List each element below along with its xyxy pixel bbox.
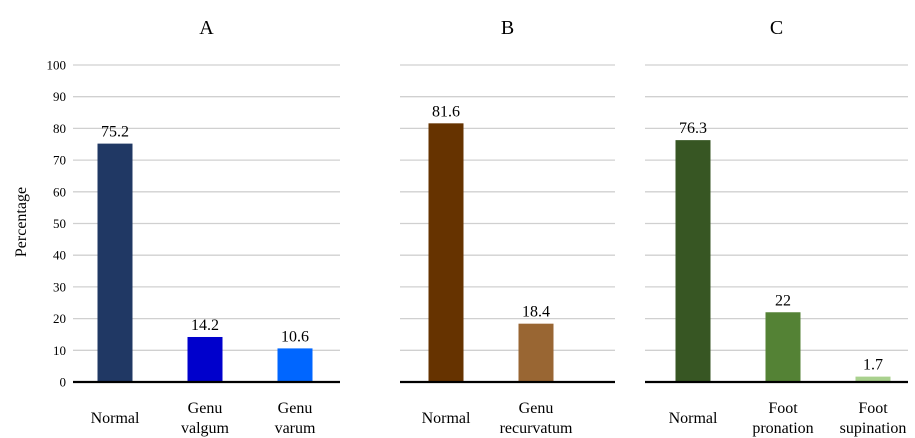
panel-title: C	[770, 17, 783, 39]
y-tick-label: 10	[53, 343, 66, 358]
y-tick-label: 100	[47, 58, 67, 73]
data-label: 14.2	[191, 317, 219, 334]
y-tick-label: 50	[53, 216, 66, 231]
bar	[675, 140, 711, 382]
category-label: Genu recurvatum	[500, 400, 573, 437]
chart-panels: A 75.2 Normal 14.2 Genu valgum 10.6 Genu varum B 8…	[73, 17, 908, 437]
bar	[277, 348, 313, 382]
bar	[855, 376, 891, 382]
y-tick-label: 90	[53, 89, 66, 104]
y-tick-label: 40	[53, 248, 66, 263]
data-label: 75.2	[101, 124, 129, 141]
y-tick-label: 0	[60, 375, 67, 390]
category-label: Foot pronation	[752, 400, 813, 437]
y-axis-ticks: 0 10 20 30 40 50 60 70 80 90 100	[47, 58, 67, 390]
y-axis-label: Percentage	[13, 187, 30, 257]
category-label: Genu varum	[275, 400, 316, 437]
data-label: 76.3	[679, 120, 707, 137]
panel-a: A 75.2 Normal 14.2 Genu valgum 10.6 Genu varum	[73, 17, 340, 437]
bar	[518, 323, 554, 382]
bar	[428, 123, 464, 382]
panel-title: B	[501, 17, 514, 39]
panel-b: B 81.6 Normal 18.4 Genu recurvatum	[400, 17, 615, 437]
data-label: 81.6	[432, 103, 460, 120]
y-tick-label: 70	[53, 153, 66, 168]
category-label: Normal	[91, 410, 140, 427]
data-label: 1.7	[863, 357, 883, 374]
data-label: 22	[775, 292, 791, 309]
category-label: Normal	[669, 410, 718, 427]
data-label: 10.6	[281, 328, 309, 345]
bar	[765, 312, 801, 382]
category-label: Genu valgum	[181, 400, 230, 437]
category-label: Normal	[422, 410, 471, 427]
y-tick-label: 80	[53, 121, 66, 136]
y-tick-label: 30	[53, 279, 66, 294]
category-label: Foot supination	[840, 400, 907, 437]
bar	[97, 143, 133, 382]
y-tick-label: 60	[53, 184, 66, 199]
panel-c: C 76.3 Normal 22 Foot pronation 1.7 Foot supinat…	[645, 17, 908, 437]
y-tick-label: 20	[53, 311, 66, 326]
bar	[187, 336, 223, 382]
panel-title: A	[199, 17, 214, 39]
data-label: 18.4	[522, 304, 550, 321]
